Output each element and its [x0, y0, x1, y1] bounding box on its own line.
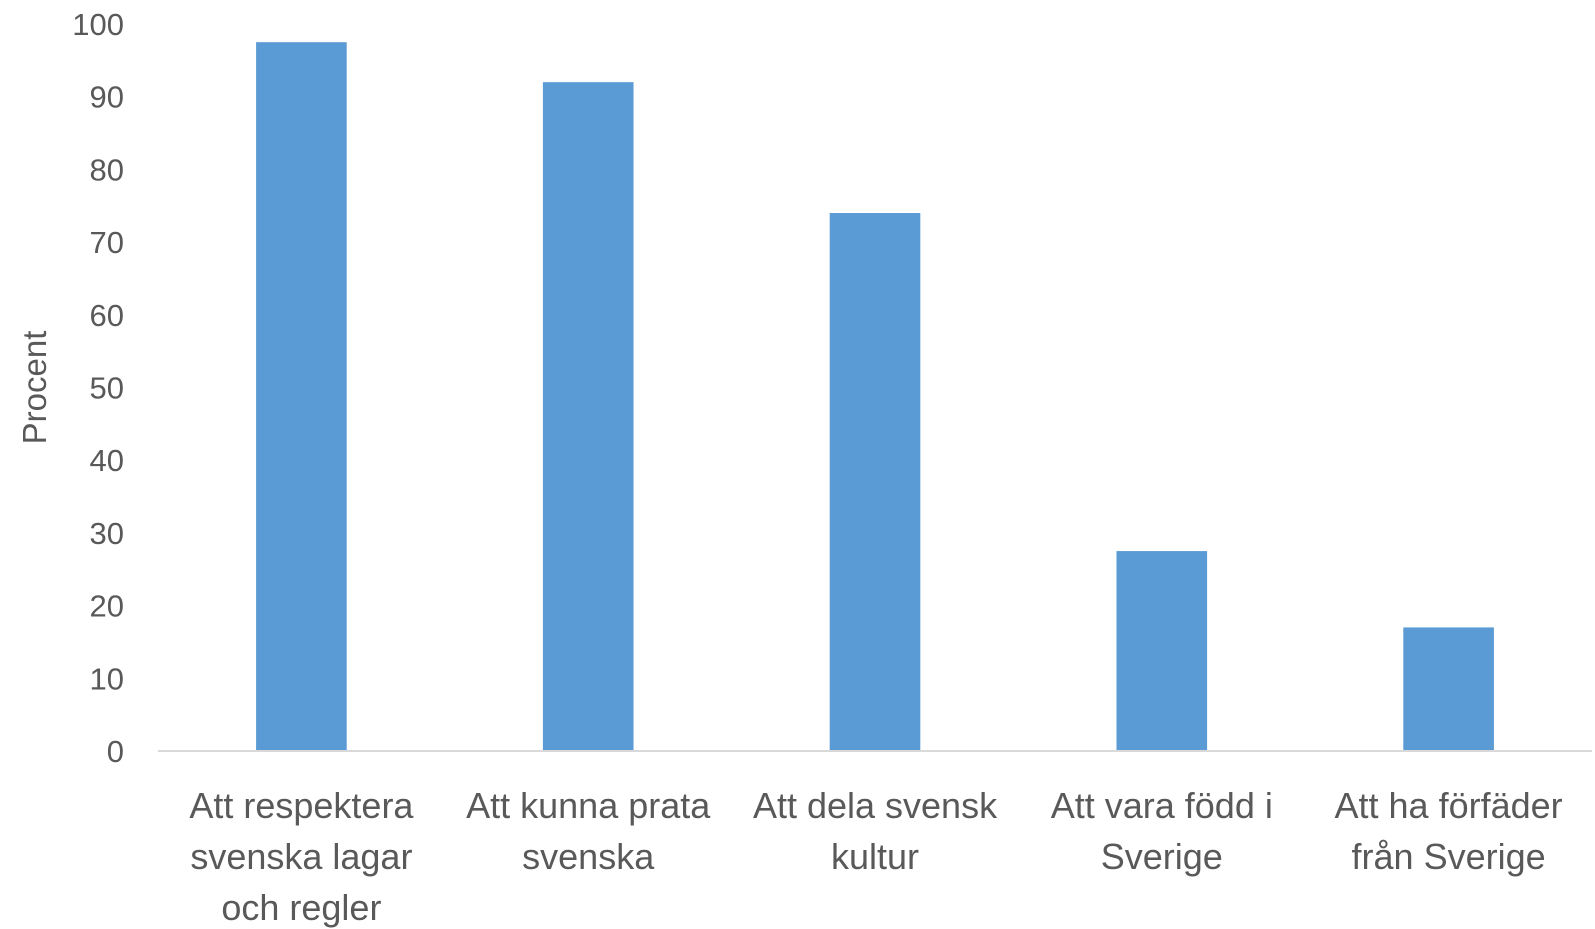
x-category-label-line: från Sverige [1352, 836, 1546, 877]
x-category-label-line: Att respektera [189, 785, 414, 826]
x-category-label-line: Att dela svensk [753, 785, 998, 826]
y-tick-label: 20 [90, 589, 124, 624]
y-axis-ticks: 0 10 20 30 40 50 60 70 80 90 100 [72, 7, 124, 769]
x-category-label-line: kultur [831, 836, 919, 877]
y-tick-label: 70 [90, 225, 124, 260]
x-category-label: Att dela svensk kultur [753, 785, 998, 877]
bar [1116, 551, 1208, 751]
y-tick-label: 40 [90, 443, 124, 478]
x-category-label-line: svenska lagar [190, 836, 412, 877]
y-axis-title: Procent [16, 331, 53, 445]
x-category-label-line: Sverige [1101, 836, 1223, 877]
x-category-label: Att ha förfäder från Sverige [1335, 785, 1563, 877]
y-tick-label: 0 [107, 734, 124, 769]
x-category-label: Att respektera svenska lagar och regler [189, 785, 414, 928]
y-tick-label: 100 [72, 7, 124, 42]
y-tick-label: 80 [90, 152, 124, 187]
x-category-label-line: och regler [221, 887, 381, 928]
y-tick-label: 30 [90, 516, 124, 551]
y-tick-label: 90 [90, 80, 124, 115]
bar [1403, 627, 1494, 751]
y-tick-label: 60 [90, 298, 124, 333]
bars [256, 42, 1494, 752]
bar [829, 213, 921, 751]
x-category-label: Att vara född i Sverige [1051, 785, 1273, 877]
bar [256, 42, 347, 752]
x-category-label-line: Att kunna prata [466, 785, 711, 826]
x-category-label-line: Att ha förfäder [1335, 785, 1563, 826]
x-category-label-line: svenska [522, 836, 655, 877]
y-tick-label: 10 [90, 661, 124, 696]
x-axis-labels: Att respektera svenska lagar och reglerAtt… [189, 785, 1562, 928]
x-category-label: Att kunna prata svenska [466, 785, 711, 877]
y-tick-label: 50 [90, 371, 124, 406]
bar [542, 82, 634, 751]
x-category-label-line: Att vara född i [1051, 785, 1273, 826]
